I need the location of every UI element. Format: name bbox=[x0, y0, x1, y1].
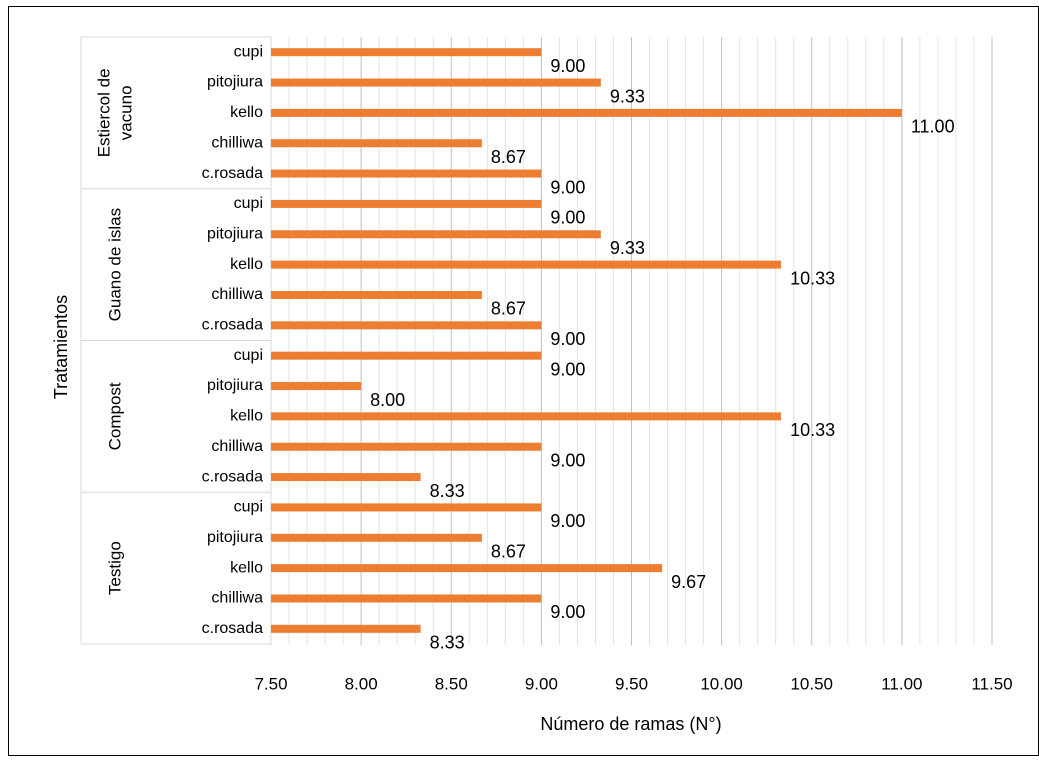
x-tick-label: 11.00 bbox=[881, 674, 922, 693]
category-label: cupi bbox=[234, 499, 263, 516]
category-label: chilliwa bbox=[211, 134, 263, 151]
category-label: pitojiura bbox=[207, 377, 263, 394]
category-label: cupi bbox=[234, 43, 263, 60]
x-tick-label: 8.00 bbox=[345, 674, 378, 693]
category-label: cupi bbox=[234, 195, 263, 212]
bar bbox=[271, 260, 782, 269]
category-label: cupi bbox=[234, 347, 263, 364]
data-label: 10.33 bbox=[790, 268, 835, 288]
bar bbox=[271, 564, 663, 573]
data-label: 8.33 bbox=[430, 481, 465, 501]
data-label: 9.00 bbox=[550, 359, 585, 379]
group-label: Testigo bbox=[105, 541, 124, 595]
category-label: chilliwa bbox=[211, 286, 263, 303]
data-label: 8.67 bbox=[491, 147, 526, 167]
data-label: 9.00 bbox=[550, 329, 585, 349]
bar bbox=[271, 503, 542, 512]
category-label: c.rosada bbox=[202, 165, 263, 182]
bar bbox=[271, 594, 542, 603]
group-label: Estiercol de bbox=[94, 68, 113, 157]
x-tick-label: 10.00 bbox=[700, 674, 743, 693]
bar bbox=[271, 624, 421, 633]
bar bbox=[271, 108, 902, 117]
category-label: c.rosada bbox=[202, 468, 263, 485]
data-label: 9.33 bbox=[610, 238, 645, 258]
category-label: kello bbox=[230, 256, 263, 273]
x-tick-label: 9.00 bbox=[525, 674, 558, 693]
group-label: Compost bbox=[105, 382, 124, 450]
data-label: 9.67 bbox=[671, 572, 706, 592]
category-label: chilliwa bbox=[211, 590, 263, 607]
data-label: 9.00 bbox=[550, 450, 585, 470]
bar bbox=[271, 321, 542, 330]
data-label: 8.33 bbox=[430, 633, 465, 653]
bar bbox=[271, 382, 362, 391]
category-label: c.rosada bbox=[202, 317, 263, 334]
data-label: 9.00 bbox=[550, 511, 585, 531]
data-label: 11.00 bbox=[911, 117, 955, 137]
bar bbox=[271, 199, 542, 208]
bar bbox=[271, 230, 601, 239]
x-tick-label: 8.50 bbox=[435, 674, 468, 693]
data-label: 8.67 bbox=[491, 299, 526, 319]
group-label: Guano de islas bbox=[105, 208, 124, 321]
bar bbox=[271, 412, 782, 421]
bar bbox=[271, 533, 482, 542]
data-label: 9.00 bbox=[550, 177, 585, 197]
bar-chart: Estiercol de vacuno cupi 9.00 pitojiura 9.33 k… bbox=[51, 36, 1013, 734]
bar bbox=[271, 169, 542, 178]
bar bbox=[271, 473, 421, 482]
bar bbox=[271, 351, 542, 360]
x-axis-title: Número de ramas (N°) bbox=[540, 714, 721, 734]
category-label: c.rosada bbox=[202, 620, 263, 637]
bar bbox=[271, 48, 542, 57]
category-label: kello bbox=[230, 104, 263, 121]
x-tick-label: 9.50 bbox=[615, 674, 648, 693]
category-label: kello bbox=[230, 559, 263, 576]
category-label: pitojiura bbox=[207, 74, 263, 91]
x-tick-label: 11.50 bbox=[971, 674, 1012, 693]
data-label: 9.00 bbox=[550, 208, 585, 228]
data-label: 9.33 bbox=[610, 86, 645, 106]
y-axis-title: Tratamientos bbox=[51, 295, 71, 399]
x-tick-label: 10.50 bbox=[790, 674, 833, 693]
group-label: vacuno bbox=[116, 85, 135, 140]
category-label: chilliwa bbox=[211, 438, 263, 455]
bar bbox=[271, 78, 601, 87]
category-label: pitojiura bbox=[207, 225, 263, 242]
bar bbox=[271, 139, 482, 148]
category-label: kello bbox=[230, 408, 263, 425]
bar bbox=[271, 442, 542, 451]
category-label: pitojiura bbox=[207, 529, 263, 546]
data-label: 8.67 bbox=[491, 542, 526, 562]
data-label: 8.00 bbox=[370, 390, 405, 410]
x-tick-label: 7.50 bbox=[254, 674, 287, 693]
data-label: 10.33 bbox=[790, 420, 835, 440]
data-label: 9.00 bbox=[550, 56, 585, 76]
bar bbox=[271, 290, 482, 299]
data-label: 9.00 bbox=[550, 602, 585, 622]
chart-frame: Estiercol de vacuno cupi 9.00 pitojiura 9.33 k… bbox=[8, 6, 1039, 756]
